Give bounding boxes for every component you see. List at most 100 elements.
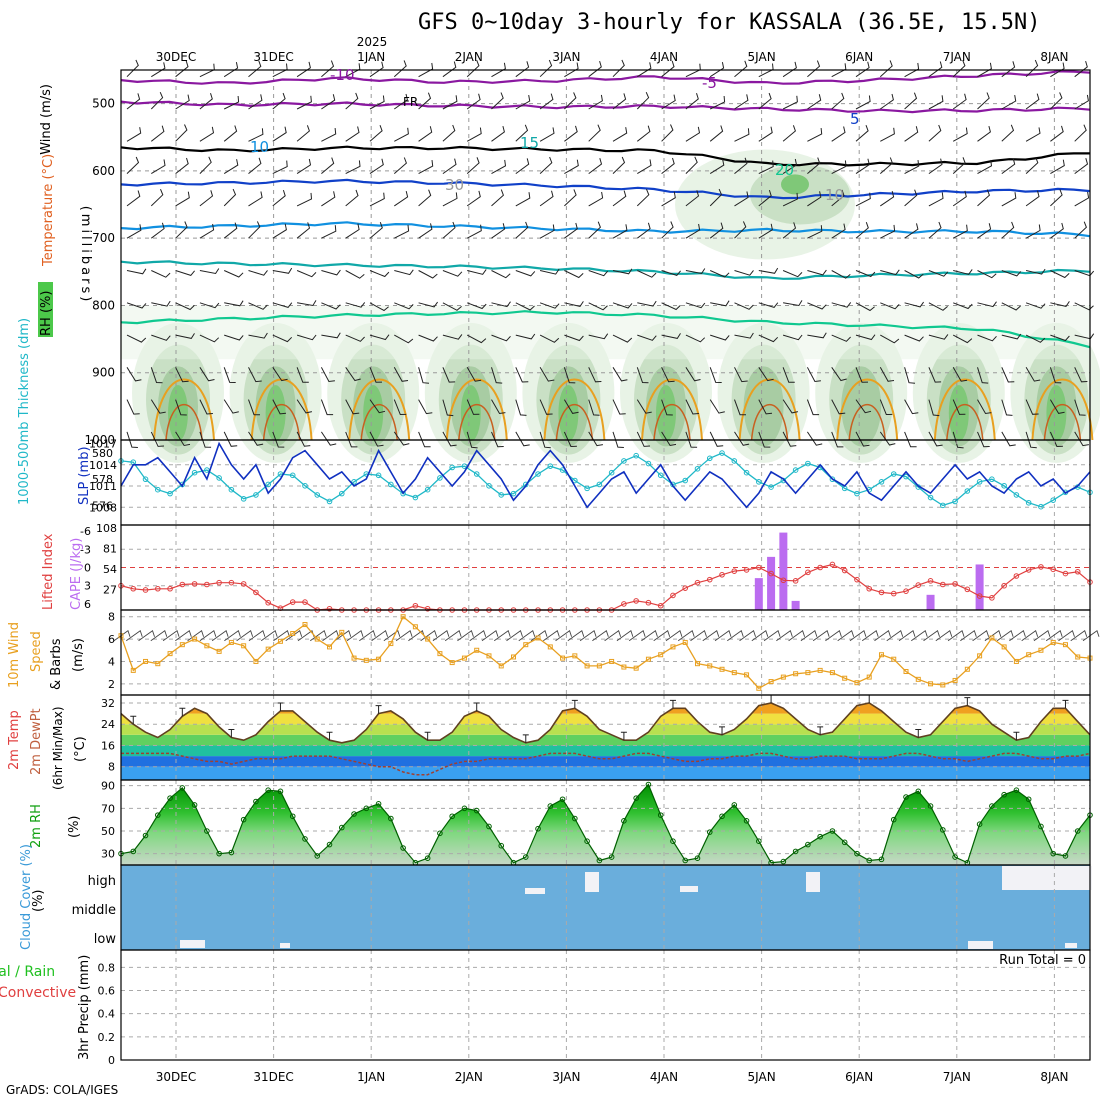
wind-barb bbox=[904, 62, 920, 78]
wind-axis-label-4: (m/s) bbox=[71, 638, 86, 672]
wind-barb bbox=[904, 431, 917, 448]
wind-barb bbox=[248, 367, 262, 383]
thickness-line-marker bbox=[265, 481, 271, 488]
wind-barb bbox=[904, 301, 925, 308]
thickness-line-marker bbox=[167, 490, 173, 497]
wind-barb bbox=[248, 94, 263, 110]
rh-line-marker bbox=[940, 827, 946, 833]
lifted-index-line-marker bbox=[289, 599, 296, 605]
lifted-index-line-marker bbox=[964, 586, 971, 593]
wind-barb bbox=[685, 190, 700, 207]
rh-shade bbox=[460, 385, 481, 442]
labels-layer: 30DEC 30DEC 31DEC 31DEC 1JAN 1JAN 2JAN 2JAN 3JAN… bbox=[0, 35, 1086, 1084]
thickness-line-marker bbox=[756, 479, 762, 485]
wind-barb bbox=[175, 94, 190, 110]
wind-barb bbox=[466, 399, 480, 415]
wind-barb bbox=[564, 334, 584, 342]
wind-barb bbox=[1050, 270, 1070, 279]
surface-wind-barb bbox=[138, 630, 155, 642]
wind-barb bbox=[709, 431, 724, 447]
minmax-bar bbox=[473, 702, 480, 711]
wind-barb bbox=[588, 60, 602, 78]
slp-line bbox=[120, 441, 1091, 509]
wind-barb bbox=[977, 301, 997, 308]
temperature-contour-30 bbox=[458, 403, 496, 441]
surface-wind-barb bbox=[395, 630, 413, 642]
minmax-bar bbox=[1013, 731, 1020, 741]
wind-barb bbox=[904, 367, 916, 384]
li-tick-label: 6 bbox=[84, 598, 91, 611]
wind-barb bbox=[345, 92, 359, 110]
wind-barb bbox=[321, 191, 336, 207]
surface-wind-barb bbox=[432, 630, 450, 642]
wind-barb bbox=[248, 302, 268, 310]
wind-barb bbox=[661, 221, 674, 239]
wind-barb bbox=[855, 270, 876, 278]
wind-barb bbox=[418, 431, 431, 448]
wind-barb bbox=[345, 126, 360, 142]
surface-wind-barb bbox=[175, 630, 192, 642]
cloud-row-label: high bbox=[88, 874, 116, 889]
wind-barb bbox=[636, 189, 650, 207]
wind-barb bbox=[394, 302, 414, 310]
wind-barb bbox=[928, 399, 940, 417]
wind-barb bbox=[393, 399, 407, 416]
cloud-gap bbox=[525, 888, 545, 894]
wind-speed-line-marker bbox=[339, 629, 345, 635]
wind-barb bbox=[709, 270, 730, 278]
thickness-line-marker bbox=[657, 472, 664, 479]
wind-barb bbox=[1025, 399, 1039, 415]
wind-barb bbox=[661, 333, 681, 339]
wind-barb bbox=[539, 156, 553, 174]
isotherm-10 bbox=[120, 221, 1091, 238]
surface-wind-barb bbox=[162, 630, 180, 642]
wind-barb bbox=[782, 367, 795, 383]
thickness-line-marker bbox=[952, 498, 958, 505]
precip-tick-label: 0.6 bbox=[98, 985, 116, 998]
wind-speed-line-marker bbox=[866, 674, 872, 680]
surface-wind-barb bbox=[739, 630, 756, 642]
wind-barb bbox=[831, 189, 845, 207]
wind-barb bbox=[442, 95, 458, 110]
wind-barb bbox=[491, 431, 504, 448]
wind-barb bbox=[636, 399, 652, 414]
upper-air-panel bbox=[120, 59, 1100, 463]
surface-wind-barb bbox=[469, 630, 487, 642]
cloud-gap bbox=[180, 940, 205, 948]
wind-barb bbox=[563, 367, 576, 384]
surface-wind-barb bbox=[665, 630, 683, 642]
pressure-axis-label: (millibars) bbox=[78, 206, 93, 305]
lifted-index-line-marker bbox=[719, 571, 725, 578]
thickness-line-marker bbox=[473, 471, 480, 477]
wind-barb bbox=[199, 268, 220, 275]
wind-barb bbox=[588, 270, 609, 277]
wind-speed-line bbox=[120, 615, 1091, 690]
wind-speed-line-marker bbox=[940, 682, 946, 688]
surface-wind-barb bbox=[383, 630, 401, 642]
rh-line-marker bbox=[780, 858, 787, 865]
wind-speed-line-marker bbox=[192, 636, 198, 642]
surface-wind-barb bbox=[898, 630, 916, 642]
wind-barb bbox=[904, 189, 918, 207]
wind-barb bbox=[709, 188, 723, 207]
precip-label-convective: Convective bbox=[0, 985, 76, 1001]
precip-tick-label: 0 bbox=[108, 1054, 115, 1067]
rh-line-marker bbox=[878, 856, 885, 863]
wind-barb bbox=[345, 223, 360, 239]
wind-barb bbox=[734, 270, 754, 276]
wind-barb bbox=[977, 431, 990, 448]
wind-barb bbox=[855, 399, 872, 414]
wind-barb bbox=[1050, 189, 1063, 207]
wind-barb bbox=[296, 192, 313, 207]
rh-line-marker bbox=[706, 829, 713, 835]
wind-barb bbox=[782, 334, 803, 341]
wind-barb bbox=[442, 302, 462, 311]
wind-barb bbox=[369, 431, 384, 447]
wind-speed-line-marker bbox=[1075, 654, 1081, 660]
wind-barb bbox=[126, 399, 140, 415]
wind-barb bbox=[345, 189, 359, 207]
rh-line-marker bbox=[719, 813, 725, 820]
wind-barb bbox=[418, 301, 439, 308]
wind-barb bbox=[515, 431, 530, 447]
wind-barb bbox=[394, 269, 414, 276]
